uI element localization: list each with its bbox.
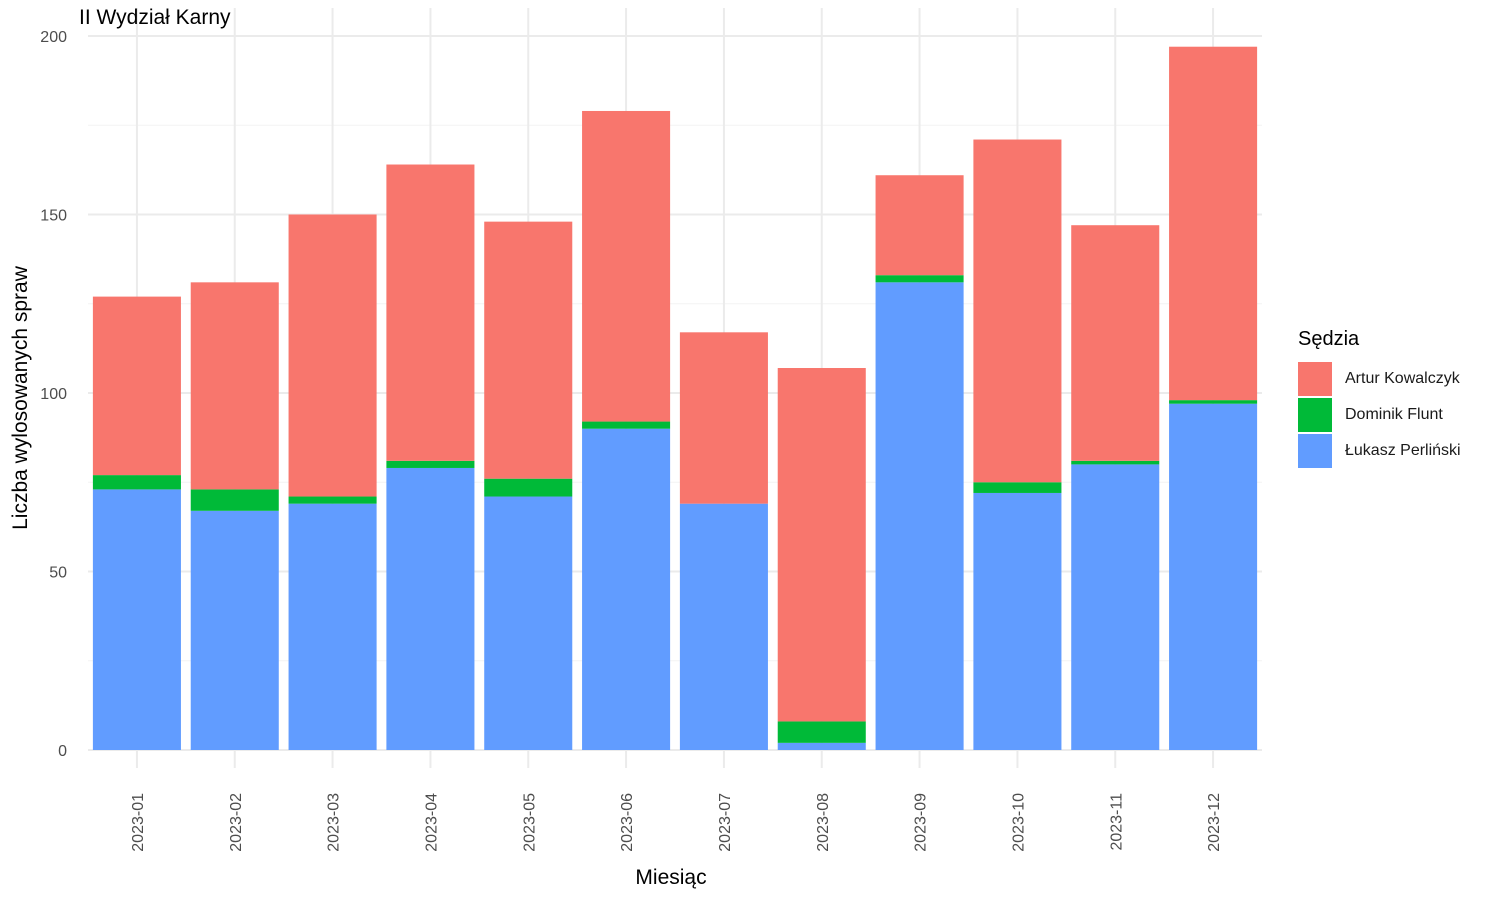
bar-segment bbox=[777, 721, 866, 743]
x-tick-label: 2023-04 bbox=[423, 793, 440, 852]
x-axis-label: Miesiąc bbox=[635, 866, 707, 889]
y-axis-ticks: 0 50 100 150 200 bbox=[40, 29, 67, 760]
x-tick-label: 2023-08 bbox=[815, 793, 832, 852]
bar-segment bbox=[92, 489, 181, 750]
bar-segment bbox=[386, 467, 475, 750]
x-tick-label: 2023-12 bbox=[1206, 793, 1223, 852]
bar-segment bbox=[1071, 460, 1160, 465]
legend: Sędzia Artur Kowalczyk Dominik Flunt Łukas… bbox=[1298, 328, 1461, 469]
legend-item: Artur Kowalczyk bbox=[1298, 361, 1461, 397]
x-tick-label: 2023-07 bbox=[717, 793, 734, 852]
bar-segment bbox=[582, 428, 671, 750]
bar-segment bbox=[1071, 225, 1160, 461]
bar-segment bbox=[875, 175, 964, 276]
bar-segment bbox=[92, 296, 181, 476]
bar-segment bbox=[92, 475, 181, 490]
bar-segment bbox=[875, 282, 964, 750]
x-tick-label: 2023-06 bbox=[619, 793, 636, 852]
x-tick-label: 2023-02 bbox=[228, 793, 245, 852]
bar-segment bbox=[1169, 400, 1258, 404]
legend-swatch bbox=[1298, 362, 1332, 396]
legend-label: Łukasz Perliński bbox=[1345, 442, 1461, 459]
y-tick-label: 50 bbox=[49, 565, 67, 582]
bar-segment bbox=[875, 275, 964, 283]
legend-title: Sędzia bbox=[1298, 328, 1360, 350]
x-tick-label: 2023-11 bbox=[1108, 793, 1125, 851]
bar-segment bbox=[777, 742, 866, 750]
y-axis-label: Liczba wylosowanych spraw bbox=[9, 266, 32, 530]
x-tick-label: 2023-01 bbox=[130, 793, 147, 852]
legend-label: Dominik Flunt bbox=[1345, 406, 1443, 423]
legend-label: Artur Kowalczyk bbox=[1345, 370, 1460, 387]
y-tick-label: 200 bbox=[40, 29, 67, 46]
bar-segment bbox=[190, 510, 279, 750]
bar-segment bbox=[484, 478, 573, 497]
bar-segment bbox=[973, 482, 1062, 493]
bar-segment bbox=[190, 489, 279, 511]
legend-swatch bbox=[1298, 434, 1332, 468]
legend-items: Artur Kowalczyk Dominik Flunt Łukasz Perli… bbox=[1298, 361, 1461, 469]
legend-item: Łukasz Perliński bbox=[1298, 433, 1461, 469]
bar-segment bbox=[582, 110, 671, 422]
legend-item: Dominik Flunt bbox=[1298, 397, 1461, 433]
bar-segment bbox=[1071, 464, 1160, 750]
bar-segment bbox=[484, 496, 573, 750]
bar-segment bbox=[288, 214, 377, 497]
x-axis-ticks: 2023-01 2023-02 2023-03 2023-04 2023-05 2023-… bbox=[130, 793, 1223, 852]
bar-segment bbox=[582, 421, 671, 429]
bar-segment bbox=[679, 332, 768, 504]
y-tick-label: 100 bbox=[40, 386, 67, 403]
bar-segment bbox=[777, 368, 866, 722]
bar-segment bbox=[973, 492, 1062, 750]
bar-segment bbox=[386, 460, 475, 468]
chart-title: II Wydział Karny bbox=[79, 6, 231, 29]
y-tick-label: 0 bbox=[58, 743, 67, 760]
bars bbox=[92, 46, 1258, 750]
x-tick-label: 2023-03 bbox=[326, 793, 343, 852]
bar-segment bbox=[1169, 403, 1258, 750]
bar-segment bbox=[484, 221, 573, 479]
bar-segment bbox=[973, 139, 1062, 483]
x-tick-label: 2023-09 bbox=[913, 793, 930, 852]
bar-segment bbox=[288, 503, 377, 750]
y-tick-label: 150 bbox=[40, 208, 67, 225]
legend-swatch bbox=[1298, 398, 1332, 432]
bar-segment bbox=[190, 282, 279, 490]
bar-segment bbox=[288, 496, 377, 504]
bar-segment bbox=[679, 503, 768, 750]
x-tick-label: 2023-05 bbox=[521, 793, 538, 852]
x-tick-label: 2023-10 bbox=[1010, 793, 1027, 852]
bar-segment bbox=[386, 164, 475, 461]
bar-segment bbox=[1169, 46, 1258, 401]
